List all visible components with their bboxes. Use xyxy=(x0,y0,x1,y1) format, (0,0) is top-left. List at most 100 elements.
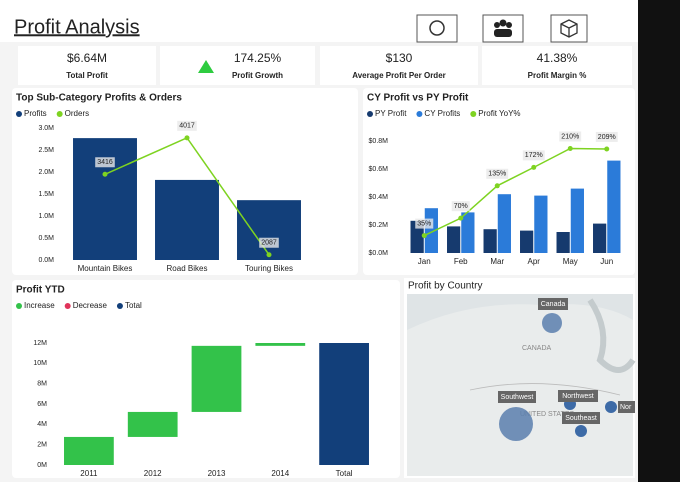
map-panel: Profit by Country CANADA UNITED STATES C… xyxy=(404,278,636,478)
x-tick-label: 2014 xyxy=(271,469,289,478)
legend-swatch xyxy=(416,111,423,117)
bar xyxy=(607,160,621,253)
bar xyxy=(556,232,570,253)
data-label: 172% xyxy=(525,152,543,159)
legend-swatch xyxy=(470,111,477,117)
kpi-label: Total Profit xyxy=(66,71,108,80)
bar xyxy=(570,188,584,253)
icon xyxy=(499,19,507,27)
border xyxy=(469,383,621,396)
point xyxy=(184,135,190,141)
header xyxy=(0,0,638,42)
y-tick-label: 1.5M xyxy=(38,191,54,198)
bubble-label: Northwest xyxy=(562,393,594,400)
kpi-value: 174.25% xyxy=(234,51,282,65)
y-tick-label: 2M xyxy=(37,442,47,449)
legend-swatch xyxy=(116,303,123,309)
y-tick-label: 0.0M xyxy=(38,257,54,264)
charts: Top Sub-Category Profits & Orders Profits… xyxy=(12,88,635,478)
x-tick-label: May xyxy=(563,257,578,266)
bar xyxy=(497,194,511,253)
bubble-label: Canada xyxy=(541,301,566,308)
legend-swatch xyxy=(56,111,63,117)
bar xyxy=(520,230,534,253)
kpi-row: $6.64M Total Profit 174.25% Profit Growth $1… xyxy=(18,46,632,85)
legend-label: Profit YoY% xyxy=(478,109,520,118)
y-tick-label: 0.5M xyxy=(38,235,54,242)
icon xyxy=(494,29,512,37)
x-tick-label: 2011 xyxy=(80,469,98,478)
point xyxy=(494,183,500,189)
x-tick-label: Feb xyxy=(454,257,468,266)
x-tick-label: Total xyxy=(336,469,353,478)
legend-label: Decrease xyxy=(73,301,108,310)
kpi-card xyxy=(160,46,315,85)
map-bubble[interactable] xyxy=(499,407,533,441)
point xyxy=(102,171,108,177)
y-tick-label: $0.0M xyxy=(369,250,389,257)
point xyxy=(604,146,610,152)
x-tick-label: 2012 xyxy=(144,469,162,478)
bar xyxy=(64,436,114,465)
bar xyxy=(461,212,475,253)
icon xyxy=(429,20,445,36)
legend-swatch xyxy=(64,303,71,309)
kpi-value: $6.64M xyxy=(67,51,107,65)
icon xyxy=(506,22,512,28)
bubble-tag xyxy=(498,391,536,403)
bubble-tag xyxy=(562,412,600,424)
nav-icons xyxy=(416,14,588,43)
point xyxy=(266,252,272,258)
y-tick-label: 10M xyxy=(33,360,47,367)
y-tick-label: $0.8M xyxy=(369,138,389,145)
nav-button[interactable] xyxy=(416,14,458,43)
chart: Profit YTD Increase Decrease Total 0M 2M 4M 6M 8… xyxy=(12,280,400,478)
data-label: 2087 xyxy=(261,240,277,247)
legend-label: Profits xyxy=(24,109,47,118)
bar xyxy=(593,223,607,253)
map-bubble[interactable] xyxy=(575,425,587,437)
bubble-label: Southwest xyxy=(501,394,534,401)
data-label: 35% xyxy=(417,220,431,227)
y-tick-label: $0.2M xyxy=(369,222,389,229)
bubble-tag xyxy=(558,390,598,402)
y-tick-label: 12M xyxy=(33,340,47,347)
chart-title: Top Sub-Category Profits & Orders xyxy=(16,93,182,104)
bar xyxy=(483,229,497,253)
x-tick-label: Road Bikes xyxy=(167,264,208,273)
nav-button[interactable] xyxy=(482,14,524,43)
y-tick-label: 6M xyxy=(37,401,47,408)
map-bubble[interactable] xyxy=(542,313,562,333)
bubble-label: Nor xyxy=(620,404,632,411)
data-label: 209% xyxy=(598,134,616,141)
bar xyxy=(255,343,306,346)
data-label: 4017 xyxy=(179,123,195,130)
x-tick-label: Mar xyxy=(490,257,504,266)
legend-label: PY Profit xyxy=(375,109,407,118)
data-label: 3416 xyxy=(97,159,113,166)
y-tick-label: 3.0M xyxy=(38,125,54,132)
label-box xyxy=(95,157,115,168)
icon xyxy=(494,22,500,28)
map-bubble[interactable] xyxy=(605,401,617,413)
label-box xyxy=(559,131,582,142)
y-tick-label: 2.0M xyxy=(38,169,54,176)
bar xyxy=(319,343,369,465)
y-tick-label: 4M xyxy=(37,421,47,428)
point xyxy=(421,233,427,239)
bubble-tag xyxy=(618,401,635,413)
y-tick-label: 1.0M xyxy=(38,213,54,220)
chart-title: CY Profit vs PY Profit xyxy=(367,93,469,104)
kpi-card xyxy=(320,46,478,85)
region-label: UNITED STATES xyxy=(520,411,575,418)
legend-label: Total xyxy=(125,301,142,310)
point xyxy=(458,215,464,221)
legend-swatch xyxy=(367,111,373,117)
chart: Top Sub-Category Profits & Orders Profits… xyxy=(12,88,358,275)
chart-title: Profit YTD xyxy=(16,285,65,296)
y-tick-label: 8M xyxy=(37,381,47,388)
line xyxy=(423,147,607,237)
legend-swatch xyxy=(16,303,22,309)
bubble-tag xyxy=(538,298,568,310)
